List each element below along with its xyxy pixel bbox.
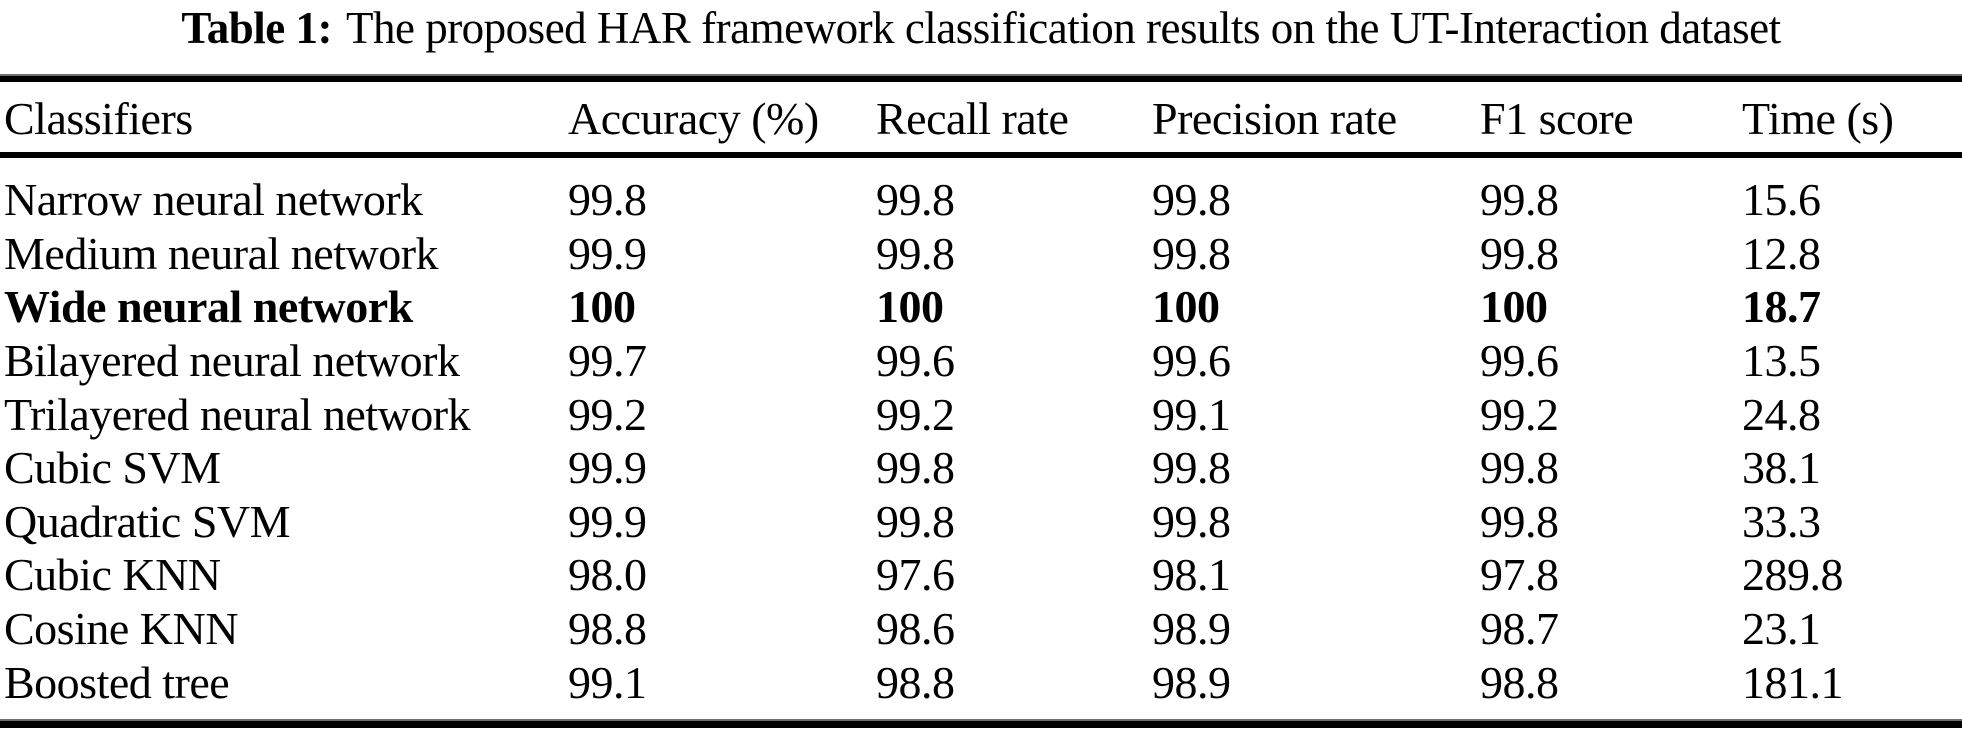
cell-time: 18.7: [1742, 281, 1821, 333]
cell-precision: 99.8: [1152, 174, 1231, 226]
cell-precision: 98.1: [1152, 549, 1231, 601]
table-caption-label: Table 1:: [181, 3, 332, 53]
column-header-precision: Precision rate: [1152, 92, 1397, 144]
table-caption: Table 1: The proposed HAR framework class…: [0, 2, 1962, 54]
cell-precision: 100: [1152, 281, 1220, 333]
cell-recall: 99.8: [876, 442, 955, 494]
cell-classifier: Narrow neural network: [4, 174, 423, 226]
cell-classifier: Bilayered neural network: [4, 335, 460, 387]
table-top-rule: [0, 76, 1962, 82]
cell-recall: 98.6: [876, 603, 955, 655]
cell-recall: 99.6: [876, 335, 955, 387]
table-row: Cubic SVM 99.9 99.8 99.8 99.8 38.1: [0, 441, 1962, 495]
cell-classifier: Medium neural network: [4, 227, 439, 279]
table-body: Narrow neural network 99.8 99.8 99.8 99.…: [0, 173, 1962, 709]
cell-recall: 98.8: [876, 656, 955, 708]
cell-time: 13.5: [1742, 335, 1821, 387]
cell-time: 38.1: [1742, 442, 1821, 494]
cell-accuracy: 99.9: [568, 227, 647, 279]
cell-f1: 99.8: [1480, 174, 1559, 226]
table-row-highlighted: Wide neural network 100 100 100 100 18.7: [0, 280, 1962, 334]
cell-time: 15.6: [1742, 174, 1821, 226]
cell-recall: 97.6: [876, 549, 955, 601]
cell-recall: 99.8: [876, 174, 955, 226]
cell-precision: 98.9: [1152, 656, 1231, 708]
cell-time: 289.8: [1742, 549, 1844, 601]
cell-time: 24.8: [1742, 388, 1821, 440]
table-mid-rule: [0, 152, 1962, 158]
column-header-recall: Recall rate: [876, 92, 1069, 144]
cell-accuracy: 98.0: [568, 549, 647, 601]
column-header-classifiers: Classifiers: [4, 92, 193, 144]
cell-accuracy: 98.8: [568, 603, 647, 655]
table-row: Boosted tree 99.1 98.8 98.9 98.8 181.1: [0, 655, 1962, 709]
cell-f1: 99.6: [1480, 335, 1559, 387]
cell-classifier: Boosted tree: [4, 656, 230, 708]
cell-time: 23.1: [1742, 603, 1821, 655]
table-caption-text: The proposed HAR framework classificatio…: [345, 3, 1781, 53]
column-header-accuracy: Accuracy (%): [568, 92, 819, 144]
cell-f1: 99.8: [1480, 442, 1559, 494]
table-row: Cosine KNN 98.8 98.6 98.9 98.7 23.1: [0, 602, 1962, 656]
cell-precision: 99.8: [1152, 442, 1231, 494]
table-row: Narrow neural network 99.8 99.8 99.8 99.…: [0, 173, 1962, 227]
cell-f1: 100: [1480, 281, 1548, 333]
cell-precision: 98.9: [1152, 603, 1231, 655]
cell-accuracy: 100: [568, 281, 636, 333]
cell-accuracy: 99.9: [568, 442, 647, 494]
table-row: Quadratic SVM 99.9 99.8 99.8 99.8 33.3: [0, 495, 1962, 549]
cell-classifier: Cubic SVM: [4, 442, 221, 494]
table-top-rule-thin: [0, 74, 1962, 76]
table-row: Medium neural network 99.9 99.8 99.8 99.…: [0, 227, 1962, 281]
cell-accuracy: 99.1: [568, 656, 647, 708]
cell-recall: 99.8: [876, 495, 955, 547]
cell-f1: 99.8: [1480, 227, 1559, 279]
cell-precision: 99.8: [1152, 495, 1231, 547]
table-header-row: Classifiers Accuracy (%) Recall rate Pre…: [0, 84, 1962, 152]
table-bottom-rule: [0, 721, 1962, 728]
cell-f1: 98.8: [1480, 656, 1559, 708]
cell-accuracy: 99.7: [568, 335, 647, 387]
cell-classifier: Cubic KNN: [4, 549, 221, 601]
cell-recall: 99.8: [876, 227, 955, 279]
cell-precision: 99.8: [1152, 227, 1231, 279]
cell-recall: 100: [876, 281, 944, 333]
table-row: Trilayered neural network 99.2 99.2 99.1…: [0, 387, 1962, 441]
cell-time: 33.3: [1742, 495, 1821, 547]
cell-precision: 99.1: [1152, 388, 1231, 440]
cell-f1: 99.8: [1480, 495, 1559, 547]
table-bottom-rule-thin: [0, 719, 1962, 721]
cell-classifier: Cosine KNN: [4, 603, 238, 655]
cell-accuracy: 99.9: [568, 495, 647, 547]
cell-f1: 97.8: [1480, 549, 1559, 601]
cell-f1: 98.7: [1480, 603, 1559, 655]
cell-f1: 99.2: [1480, 388, 1559, 440]
cell-accuracy: 99.8: [568, 174, 647, 226]
cell-classifier: Trilayered neural network: [4, 388, 471, 440]
cell-time: 12.8: [1742, 227, 1821, 279]
cell-classifier: Quadratic SVM: [4, 495, 291, 547]
table-row: Bilayered neural network 99.7 99.6 99.6 …: [0, 334, 1962, 388]
cell-accuracy: 99.2: [568, 388, 647, 440]
cell-precision: 99.6: [1152, 335, 1231, 387]
column-header-time: Time (s): [1742, 92, 1894, 144]
table-row: Cubic KNN 98.0 97.6 98.1 97.8 289.8: [0, 548, 1962, 602]
cell-classifier: Wide neural network: [4, 281, 413, 333]
cell-recall: 99.2: [876, 388, 955, 440]
cell-time: 181.1: [1742, 656, 1844, 708]
column-header-f1: F1 score: [1480, 92, 1634, 144]
